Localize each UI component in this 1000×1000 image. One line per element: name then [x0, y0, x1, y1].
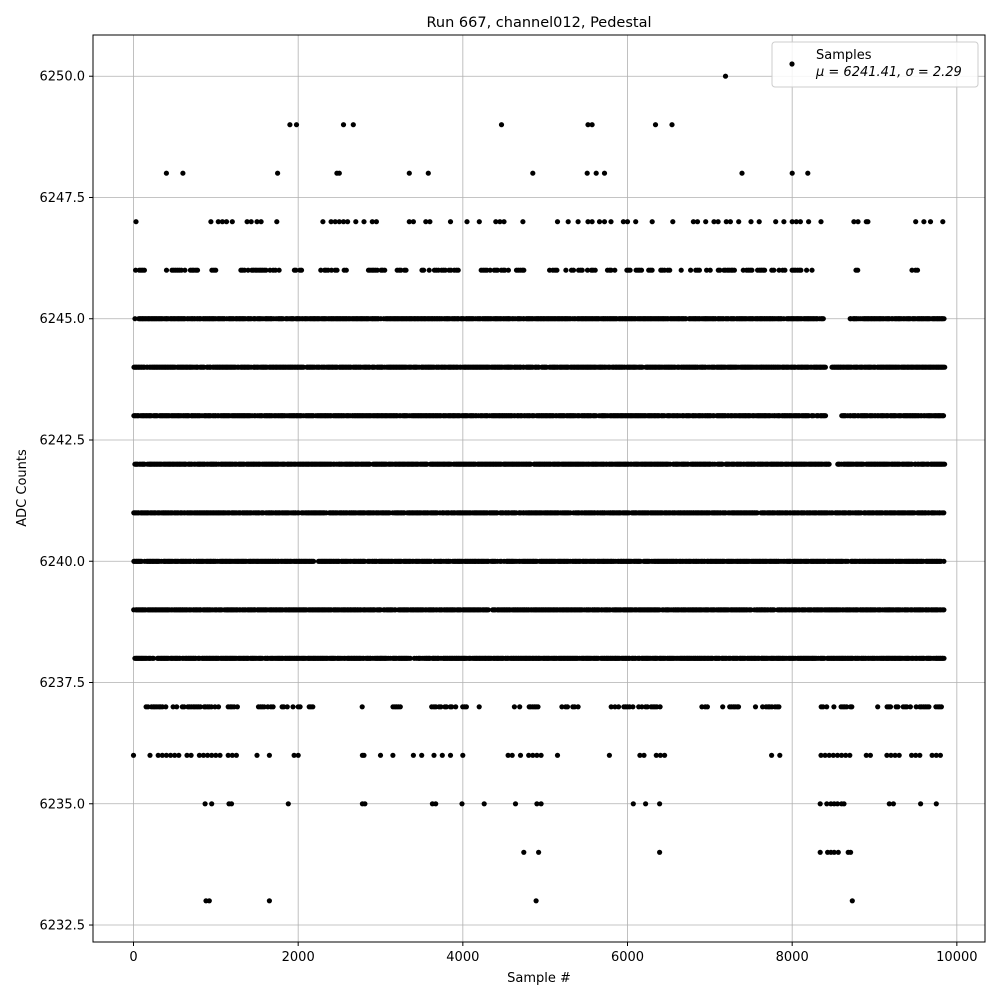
data-point	[311, 558, 317, 564]
data-point	[132, 316, 138, 322]
data-point	[941, 510, 947, 516]
data-point	[942, 461, 948, 467]
data-point	[822, 413, 829, 419]
data-point	[942, 364, 948, 370]
data-points	[130, 73, 948, 904]
data-point	[941, 558, 947, 564]
data-point	[820, 316, 826, 322]
data-point	[826, 461, 832, 467]
data-point	[940, 413, 947, 419]
data-point	[941, 316, 947, 322]
data-point	[822, 364, 829, 370]
